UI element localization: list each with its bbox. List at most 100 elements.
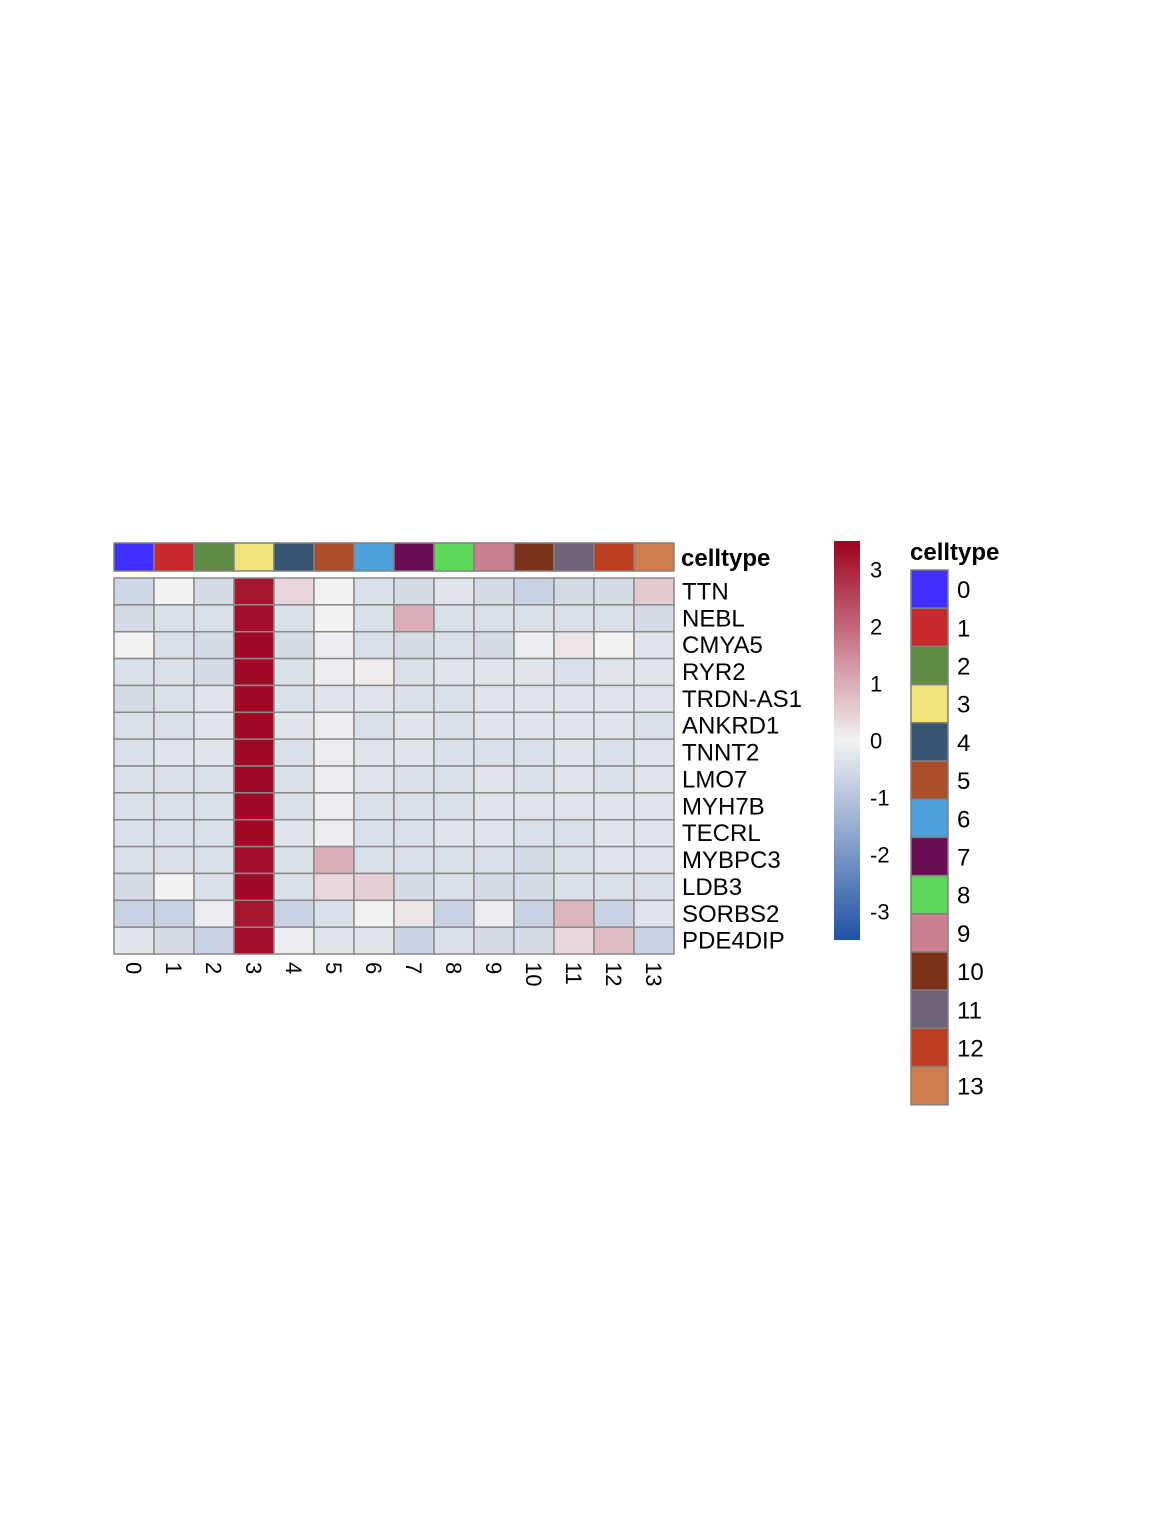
annotation-cell xyxy=(433,542,475,572)
heatmap-cell xyxy=(273,630,315,660)
heatmap-cell xyxy=(473,657,515,687)
heatmap-cell xyxy=(633,926,675,955)
heatmap-cell xyxy=(193,711,235,740)
heatmap-cell xyxy=(553,818,595,848)
column-label: 4 xyxy=(281,962,306,974)
heatmap-cell xyxy=(113,899,155,928)
heatmap-cell xyxy=(273,872,315,902)
heatmap-cell xyxy=(593,926,635,955)
color-scale-bar xyxy=(834,541,860,940)
heatmap-cell xyxy=(593,711,635,740)
legend-label: 0 xyxy=(957,577,970,604)
scale-tick-label: -1 xyxy=(870,786,890,811)
row-label: SORBS2 xyxy=(682,901,779,928)
heatmap-cell xyxy=(593,684,635,714)
heatmap-cell xyxy=(353,765,395,794)
heatmap-cell xyxy=(113,818,155,848)
heatmap-cell xyxy=(353,872,395,902)
heatmap-cell xyxy=(473,630,515,660)
heatmap-cell xyxy=(633,899,675,928)
legend-swatch xyxy=(910,913,949,953)
heatmap-cell xyxy=(233,738,275,767)
heatmap-cell xyxy=(113,792,155,821)
heatmap-cell xyxy=(273,738,315,767)
heatmap-cell xyxy=(633,765,675,794)
heatmap-cell xyxy=(433,657,475,687)
heatmap-cell xyxy=(393,899,435,928)
color-scale-ticks: 3 2 1 0 -1 -2 -3 xyxy=(870,558,890,925)
heatmap-cell xyxy=(273,765,315,794)
heatmap-cell xyxy=(113,765,155,794)
annotation-cell xyxy=(393,542,435,572)
column-label: 12 xyxy=(601,962,626,986)
heatmap-cell xyxy=(393,604,435,633)
heatmap-cell xyxy=(513,765,555,794)
heatmap-cell xyxy=(153,765,195,794)
heatmap-cell xyxy=(433,630,475,660)
heatmap-cell xyxy=(553,792,595,821)
heatmap-cell xyxy=(193,657,235,687)
heatmap-cell xyxy=(113,711,155,740)
row-label: TTN xyxy=(682,578,729,605)
heatmap-cell xyxy=(593,872,635,902)
heatmap-cell xyxy=(313,792,355,821)
heatmap-cell xyxy=(273,711,315,740)
heatmap-cell xyxy=(633,818,675,848)
annotation-cell xyxy=(153,542,195,572)
heatmap-cell xyxy=(113,684,155,714)
heatmap-cell xyxy=(313,926,355,955)
heatmap-cell xyxy=(393,765,435,794)
row-labels: TTNNEBLCMYA5RYR2TRDN-AS1ANKRD1TNNT2LMO7M… xyxy=(682,578,802,954)
heatmap-cell xyxy=(433,604,475,633)
legend-swatch xyxy=(910,569,949,609)
heatmap-cell xyxy=(233,899,275,928)
column-label: 0 xyxy=(121,962,146,974)
legend-label: 5 xyxy=(957,768,970,795)
heatmap-cell xyxy=(233,872,275,902)
heatmap-cell xyxy=(553,604,595,633)
heatmap-cell xyxy=(473,684,515,714)
heatmap-cell xyxy=(233,577,275,606)
heatmap-cell xyxy=(353,711,395,740)
heatmap-cell xyxy=(393,818,435,848)
annotation-cell xyxy=(353,542,395,572)
heatmap-cell xyxy=(193,765,235,794)
heatmap-cell xyxy=(593,818,635,848)
heatmap-cell xyxy=(473,926,515,955)
heatmap-cell xyxy=(433,577,475,606)
legend-label: 10 xyxy=(957,959,984,986)
row-label: CMYA5 xyxy=(682,632,763,659)
heatmap-cell xyxy=(113,845,155,875)
heatmap-cell xyxy=(393,684,435,714)
legend-label: 12 xyxy=(957,1036,984,1063)
heatmap-cell xyxy=(433,899,475,928)
heatmap-cell xyxy=(593,845,635,875)
heatmap-cell xyxy=(513,899,555,928)
row-label: MYBPC3 xyxy=(682,847,781,874)
scale-tick-label: 3 xyxy=(870,558,882,583)
heatmap-cell xyxy=(313,604,355,633)
heatmap-cell xyxy=(593,792,635,821)
heatmap-cell xyxy=(393,872,435,902)
heatmap-cell xyxy=(513,872,555,902)
column-label: 3 xyxy=(241,962,266,974)
heatmap-cell xyxy=(633,845,675,875)
heatmap-cell xyxy=(313,577,355,606)
annotation-title: celltype xyxy=(681,545,770,572)
heatmap-cell xyxy=(313,818,355,848)
heatmap-cell xyxy=(553,577,595,606)
heatmap-cell xyxy=(113,872,155,902)
legend-label: 11 xyxy=(957,997,982,1024)
heatmap-cell xyxy=(473,604,515,633)
column-label: 11 xyxy=(561,962,586,985)
heatmap-cell xyxy=(233,604,275,633)
scale-tick-label: -3 xyxy=(870,900,890,925)
heatmap-cell xyxy=(353,926,395,955)
heatmap-cell xyxy=(553,899,595,928)
scale-tick-label: 1 xyxy=(870,672,882,697)
row-label: LMO7 xyxy=(682,766,747,793)
heatmap-cell xyxy=(633,657,675,687)
column-label: 8 xyxy=(441,962,466,974)
heatmap-cell xyxy=(153,792,195,821)
heatmap-cell xyxy=(153,577,195,606)
